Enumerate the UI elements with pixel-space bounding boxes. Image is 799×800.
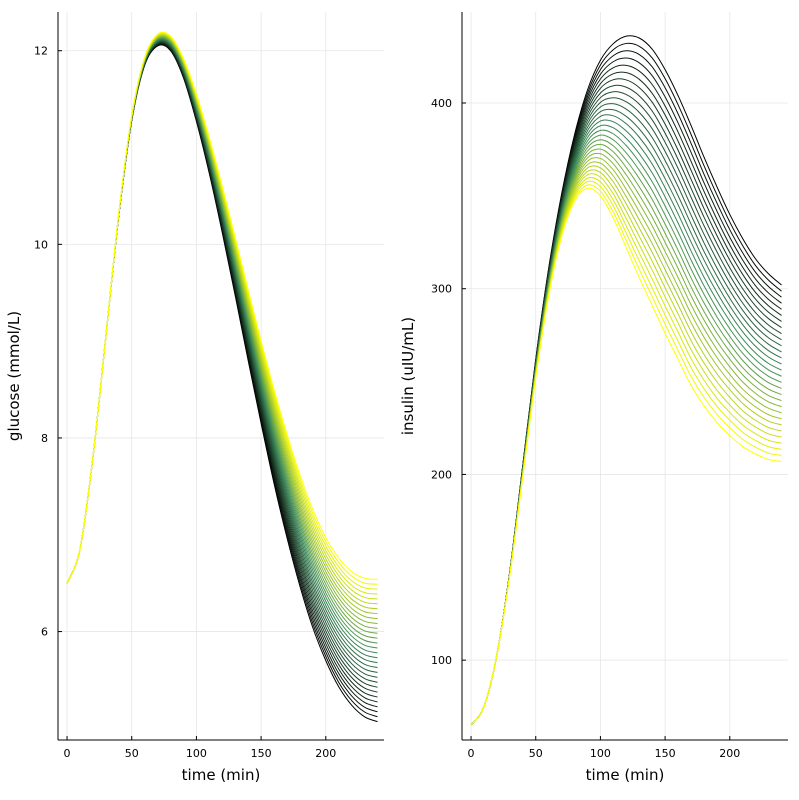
series-line xyxy=(470,157,782,726)
series-line xyxy=(66,33,378,600)
x-tick-label: 50 xyxy=(529,747,543,760)
x-tick-label: 150 xyxy=(251,747,272,760)
series-line xyxy=(66,33,378,605)
series-line xyxy=(66,35,378,624)
series-line xyxy=(66,33,378,595)
series-line xyxy=(470,57,782,726)
x-tick-label: 50 xyxy=(125,747,139,760)
insulin-axes xyxy=(461,12,788,741)
insulin-y-axis-title: insulin (uIU/mL) xyxy=(399,317,417,435)
series-line xyxy=(470,78,782,726)
y-tick-label: 200 xyxy=(431,468,452,481)
y-tick-label: 10 xyxy=(34,238,48,251)
glucose-axes xyxy=(57,12,384,741)
series-line xyxy=(66,34,378,610)
glucose-y-ticks: 6 8 10 12 xyxy=(34,45,62,639)
insulin-x-ticks: 0 50 100 150 200 xyxy=(468,736,740,760)
series-line xyxy=(470,148,782,726)
series-line xyxy=(470,91,782,726)
series-line xyxy=(470,97,782,726)
series-line xyxy=(470,173,782,726)
series-line xyxy=(470,114,782,726)
series-line xyxy=(66,35,378,620)
x-tick-label: 0 xyxy=(468,747,475,760)
y-tick-label: 400 xyxy=(431,97,452,110)
series-line xyxy=(66,39,378,664)
series-line xyxy=(470,187,782,726)
series-line xyxy=(66,31,378,584)
insulin-panel: 0 50 100 150 200 100 200 300 400 time (min) ins… xyxy=(399,12,788,784)
series-line xyxy=(470,165,782,726)
y-tick-label: 8 xyxy=(41,432,48,445)
insulin-curves xyxy=(470,35,782,726)
glucose-panel: 0 50 100 150 200 6 8 10 12 time (min) glucose (… xyxy=(5,12,384,784)
y-tick-label: 6 xyxy=(41,626,48,639)
glucose-curves xyxy=(66,31,378,723)
series-line xyxy=(66,38,378,654)
x-tick-label: 100 xyxy=(590,747,611,760)
series-line xyxy=(470,176,782,726)
series-line xyxy=(66,37,378,644)
insulin-grid xyxy=(462,12,788,740)
series-line xyxy=(66,36,378,634)
x-tick-label: 0 xyxy=(64,747,71,760)
x-tick-label: 150 xyxy=(655,747,676,760)
x-tick-label: 100 xyxy=(186,747,207,760)
glucose-y-axis-title: glucose (mmol/L) xyxy=(5,311,23,441)
series-line xyxy=(66,32,378,590)
series-line xyxy=(470,184,782,726)
series-line xyxy=(66,37,378,649)
glucose-grid xyxy=(58,12,384,740)
series-line xyxy=(66,34,378,615)
y-tick-label: 100 xyxy=(431,654,452,667)
series-line xyxy=(470,169,782,726)
series-line xyxy=(470,71,782,726)
y-tick-label: 12 xyxy=(34,45,48,58)
series-line xyxy=(66,36,378,629)
glucose-x-axis-title: time (min) xyxy=(182,766,261,784)
x-tick-label: 200 xyxy=(315,747,336,760)
glucose-x-ticks: 0 50 100 150 200 xyxy=(64,736,336,760)
insulin-x-axis-title: time (min) xyxy=(586,766,665,784)
x-tick-label: 200 xyxy=(719,747,740,760)
series-line xyxy=(66,38,378,659)
y-tick-label: 300 xyxy=(431,283,452,296)
insulin-y-ticks: 100 200 300 400 xyxy=(431,97,466,667)
series-line xyxy=(66,32,378,585)
series-line xyxy=(66,37,378,639)
